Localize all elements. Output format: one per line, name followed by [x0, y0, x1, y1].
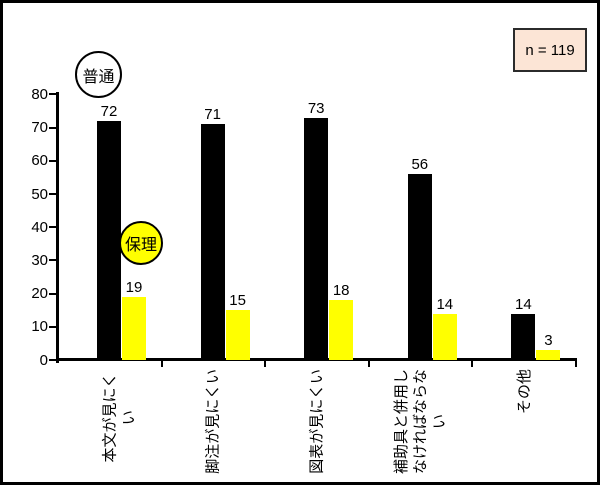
y-axis-tick: [49, 325, 58, 328]
y-axis-tick-label: 80: [31, 85, 48, 103]
y-axis-tick-label: 50: [31, 185, 48, 203]
y-axis-tick: [49, 359, 58, 361]
x-axis-tick: [471, 360, 474, 367]
bar-series2: [329, 300, 354, 360]
bar-series2: [225, 310, 250, 360]
bar-value-label: 3: [544, 332, 553, 349]
bar-value-label: 73: [307, 100, 325, 117]
x-axis-tick: [160, 360, 163, 367]
y-axis-tick-label: 60: [31, 152, 48, 170]
y-axis-tick-label: 20: [31, 285, 48, 303]
bar-value-label: 56: [411, 156, 429, 173]
legend-label-series2: 保理: [124, 237, 157, 254]
sample-size-box: n = 119: [513, 28, 587, 72]
y-axis-tick: [49, 292, 58, 295]
y-axis-tick: [49, 159, 58, 162]
bar-series2: [536, 350, 561, 360]
x-axis-tick: [367, 360, 370, 367]
legend-label-series1: 普通: [82, 68, 115, 86]
y-axis-tick: [49, 93, 58, 96]
category-label: 本文が見にくい: [101, 372, 138, 463]
bar-series1: [407, 174, 432, 360]
category-label: 補助具と併用し なければならな い: [393, 369, 449, 475]
bar-series1: [97, 121, 121, 360]
y-axis-tick-label: 0: [39, 351, 48, 369]
bar-value-label: 14: [515, 296, 532, 313]
legend-circle-series2: 保理: [119, 221, 163, 265]
category-label: 脚注が見にくい: [204, 369, 222, 474]
y-axis-tick: [49, 193, 58, 195]
plot-area: 0 10 20 30 40 50 60 70 80 72 19 本文が見にくい 71 15 脚注が見にくい 7…: [3, 3, 597, 482]
x-axis-tick: [264, 360, 267, 367]
bar-series1: [200, 124, 225, 360]
y-axis-tick-label: 70: [31, 119, 48, 137]
bar-value-label: 18: [332, 282, 350, 299]
y-axis-tick-label: 40: [31, 218, 48, 236]
bar-value-label: 19: [125, 279, 143, 296]
bar-series1: [304, 118, 329, 360]
bar-value-label: 14: [436, 296, 454, 313]
x-axis-tick: [575, 360, 577, 367]
bar-series2: [122, 297, 146, 360]
bar-series2: [432, 314, 457, 360]
legend-circle-series1: 普通: [75, 51, 122, 98]
y-axis-tick: [49, 126, 58, 129]
y-axis-tick-label: 30: [31, 251, 48, 269]
bar-value-label: 71: [204, 106, 221, 123]
category-label: その他: [515, 369, 533, 415]
category-label: 図表が見にくい: [308, 369, 326, 474]
y-axis-tick: [49, 226, 58, 229]
sample-size-label: n = 119: [525, 41, 575, 59]
bar-value-label: 15: [229, 292, 246, 309]
y-axis-tick-label: 10: [31, 318, 48, 336]
bar-series1: [511, 314, 536, 360]
y-axis-tick: [49, 259, 58, 262]
bar-value-label: 72: [100, 103, 118, 120]
